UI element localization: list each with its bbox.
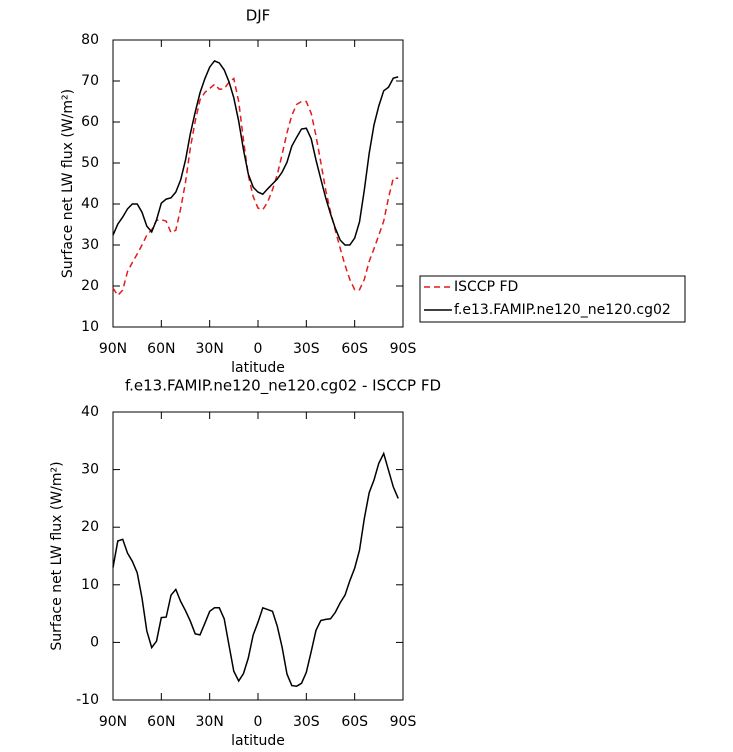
- plot-frame: [112, 39, 404, 328]
- x-tick-label: 0: [254, 341, 263, 357]
- x-tick-label: 60S: [341, 341, 368, 357]
- x-tick-label: 90N: [99, 714, 127, 730]
- x-axis-label: latitude: [231, 360, 285, 376]
- x-tick-label: 30S: [293, 714, 320, 730]
- data-line: [112, 59, 399, 246]
- x-tick-label: 60N: [147, 714, 175, 730]
- y-tick-label: 50: [81, 155, 99, 171]
- x-tick-label: 30S: [293, 341, 320, 357]
- y-tick-label: 0: [90, 634, 99, 650]
- legend-box: [419, 275, 686, 323]
- y-tick-label: 60: [81, 114, 99, 130]
- y-axis-label: Surface net LW flux (W/m²): [60, 89, 76, 278]
- y-tick-label: 30: [81, 462, 99, 478]
- chart-title: f.e13.FAMIP.ne120_ne120.cg02 - ISCCP FD: [125, 377, 441, 396]
- y-tick-label: 30: [81, 237, 99, 253]
- x-tick-label: 30N: [196, 341, 224, 357]
- x-tick-label: 30N: [196, 714, 224, 730]
- x-tick-label: 90N: [99, 341, 127, 357]
- data-line: [112, 451, 399, 687]
- x-tick-label: 0: [254, 714, 263, 730]
- y-tick-label: -10: [76, 692, 99, 708]
- data-line: [112, 77, 399, 297]
- y-tick-label: 20: [81, 278, 99, 294]
- x-tick-label: 90S: [390, 714, 417, 730]
- y-tick-label: 40: [81, 196, 99, 212]
- x-tick-label: 60N: [147, 341, 175, 357]
- y-tick-label: 40: [81, 404, 99, 420]
- y-tick-label: 10: [81, 577, 99, 593]
- y-tick-label: 80: [81, 32, 99, 48]
- legend-label: f.e13.FAMIP.ne120_ne120.cg02: [454, 302, 671, 318]
- x-tick-label: 60S: [341, 714, 368, 730]
- legend-label: ISCCP FD: [454, 279, 518, 295]
- chart-title: DJF: [246, 7, 271, 25]
- y-tick-label: 20: [81, 519, 99, 535]
- x-axis-label: latitude: [231, 733, 285, 749]
- y-axis-label: Surface net LW flux (W/m²): [49, 461, 65, 650]
- x-tick-label: 90S: [390, 341, 417, 357]
- plot-frame: [112, 411, 404, 701]
- y-tick-label: 10: [81, 319, 99, 335]
- y-tick-label: 70: [81, 73, 99, 89]
